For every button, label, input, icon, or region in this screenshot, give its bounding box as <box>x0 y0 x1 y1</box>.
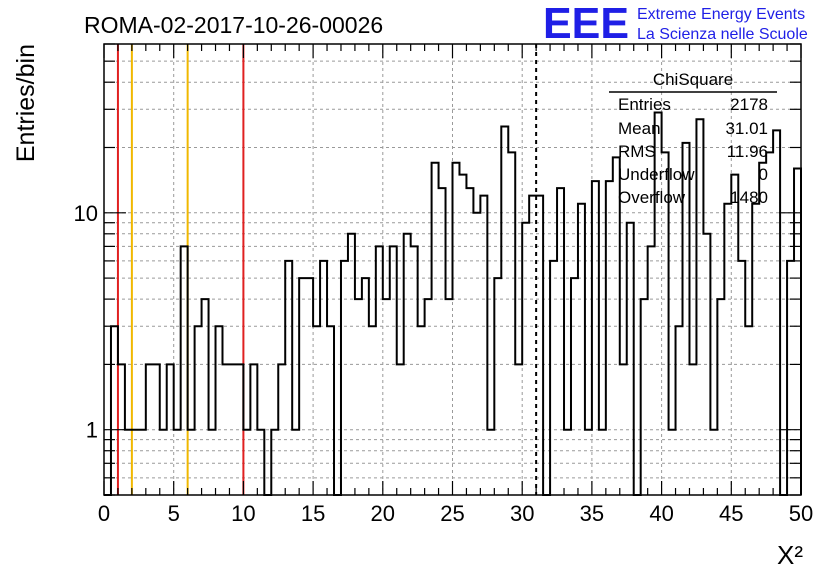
x-tick-label: 5 <box>168 501 180 526</box>
x-tick-label: 30 <box>510 501 534 526</box>
stats-title: ChiSquare <box>653 70 733 89</box>
x-tick-label: 10 <box>231 501 255 526</box>
y-tick-label: 1 <box>86 418 98 443</box>
stats-label-rms: RMS <box>618 142 656 161</box>
chart-title: ROMA-02-2017-10-26-00026 <box>84 12 383 38</box>
y-axis-label: Entries/bin <box>12 44 40 162</box>
x-tick-label: 15 <box>301 501 325 526</box>
y-tick-label: 10 <box>74 201 98 226</box>
x-tick-label: 20 <box>371 501 395 526</box>
logo-line-1: Extreme Energy Events <box>637 6 805 23</box>
stats-value-entries: 2178 <box>730 95 768 114</box>
x-tick-label: 0 <box>98 501 110 526</box>
stats-label-overflow: Overflow <box>618 188 686 207</box>
x-tick-label: 40 <box>649 501 673 526</box>
x-axis-label: X² <box>777 540 803 570</box>
x-tick-label: 35 <box>580 501 604 526</box>
histogram-outline <box>104 111 802 496</box>
eee-logo: EEE Extreme Energy Events La Scienza nel… <box>543 0 808 48</box>
histogram-layer <box>104 111 802 496</box>
stats-value-rms: 11.96 <box>727 142 768 161</box>
x-tick-label: 45 <box>719 501 743 526</box>
x-tick-label: 50 <box>789 501 813 526</box>
stats-label-mean: Mean <box>618 119 661 138</box>
stats-label-entries: Entries <box>618 95 671 114</box>
eee-logo-mark: EEE <box>543 0 629 48</box>
stats-value-mean: 31.01 <box>725 119 768 138</box>
logo-line-2: La Scienza nelle Scuole <box>637 26 808 43</box>
stats-label-underflow: Underflow <box>618 165 695 184</box>
tick-layer: 0 5 10 15 20 25 30 35 40 45 50 1 10 <box>74 43 813 526</box>
stats-value-underflow: 0 <box>759 165 768 184</box>
stats-box: ChiSquare Entries 2178 Mean 31.01 RMS 11… <box>609 70 777 207</box>
stats-value-overflow: 1480 <box>730 188 768 207</box>
x-tick-label: 25 <box>440 501 464 526</box>
